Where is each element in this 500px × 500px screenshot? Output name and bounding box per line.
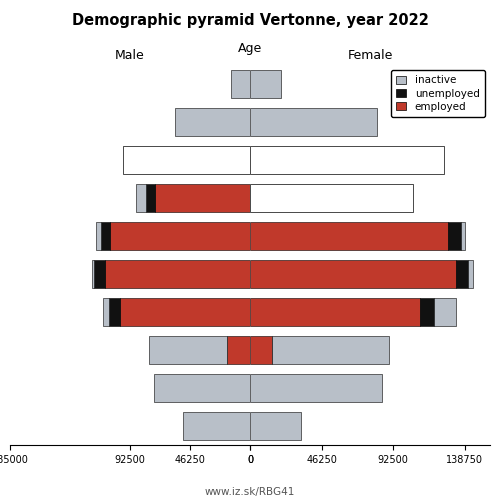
Bar <box>434 298 456 326</box>
Bar <box>250 298 420 326</box>
Bar <box>182 412 250 440</box>
Bar <box>250 146 444 174</box>
Bar <box>250 336 272 364</box>
Text: Demographic pyramid Vertonne, year 2022: Demographic pyramid Vertonne, year 2022 <box>72 12 428 28</box>
Bar <box>250 222 448 250</box>
Bar <box>108 298 120 326</box>
Bar <box>460 222 465 250</box>
Bar <box>154 374 250 402</box>
Bar <box>136 184 146 212</box>
Bar <box>149 336 226 364</box>
Bar <box>230 70 250 98</box>
Text: Age: Age <box>238 42 262 55</box>
Bar <box>156 184 250 212</box>
Bar <box>456 260 468 288</box>
Bar <box>123 146 250 174</box>
Bar <box>250 70 281 98</box>
Bar <box>104 260 250 288</box>
Bar <box>146 184 156 212</box>
Bar <box>94 260 104 288</box>
Bar <box>250 108 377 136</box>
Text: www.iz.sk/RBG41: www.iz.sk/RBG41 <box>205 488 295 498</box>
Bar <box>250 374 382 402</box>
Bar <box>110 222 250 250</box>
Legend: inactive, unemployed, employed: inactive, unemployed, employed <box>391 70 485 117</box>
Bar <box>420 298 434 326</box>
Bar <box>175 108 250 136</box>
Bar <box>250 184 412 212</box>
Bar <box>226 336 250 364</box>
Bar <box>96 222 101 250</box>
Title: Male: Male <box>115 50 145 62</box>
Bar <box>101 222 110 250</box>
Bar <box>92 260 94 288</box>
Bar <box>120 298 250 326</box>
Bar <box>272 336 390 364</box>
Bar <box>250 260 456 288</box>
Title: Female: Female <box>348 50 393 62</box>
Bar <box>468 260 473 288</box>
Bar <box>104 298 108 326</box>
Bar <box>250 412 301 440</box>
Bar <box>448 222 460 250</box>
